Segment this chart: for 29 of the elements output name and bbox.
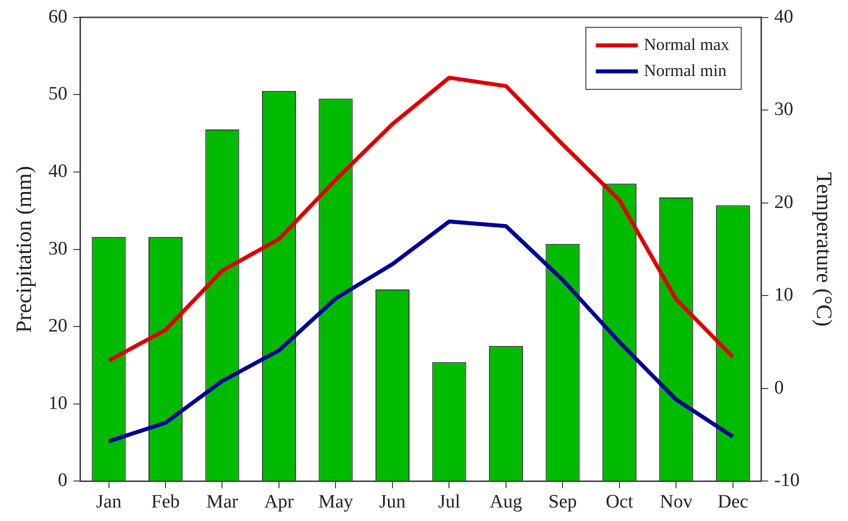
x-tick-label: Aug (490, 492, 523, 513)
x-tick-label: Feb (151, 492, 180, 513)
x-tick-label: Jun (379, 492, 406, 513)
y2-tick-label: 30 (774, 99, 794, 120)
y2-axis-title: Temperature (°C) (812, 172, 838, 327)
legend-label: Normal min (644, 60, 727, 80)
y-tick-label: 60 (48, 6, 68, 28)
x-tick-label: Apr (264, 492, 294, 513)
x-tick-label: Nov (660, 492, 694, 513)
y-tick-label: 30 (48, 238, 68, 260)
x-tick-label: Dec (718, 492, 748, 513)
y-tick-label: 50 (48, 84, 68, 105)
y2-tick-label: 20 (774, 192, 794, 213)
y-tick-label: 40 (48, 160, 68, 182)
x-tick-label: Mar (206, 492, 239, 513)
y2-tick-label: 0 (774, 377, 784, 398)
x-tick-label: Sep (548, 492, 577, 513)
y-tick-label: 20 (48, 316, 68, 337)
y-tick-label: 10 (48, 392, 68, 414)
x-tick-label: Oct (606, 492, 634, 513)
x-tick-label: Jul (438, 492, 460, 513)
legend-label: Normal max (644, 34, 730, 54)
y2-tick-label: -10 (774, 470, 800, 492)
x-tick-label: May (318, 492, 354, 513)
y2-tick-label: 40 (774, 6, 794, 28)
y2-tick-label: 10 (774, 284, 794, 306)
y-tick-label: 0 (58, 470, 68, 492)
y-axis-title: Precipitation (mm) (10, 166, 36, 333)
x-tick-label: Jan (96, 492, 122, 513)
